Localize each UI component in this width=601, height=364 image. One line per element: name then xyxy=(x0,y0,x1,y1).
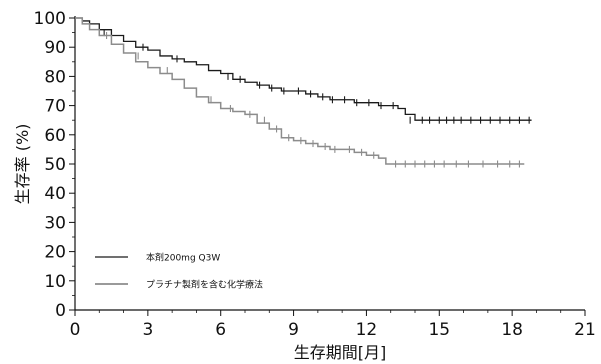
x-tick-label: 15 xyxy=(428,320,450,340)
x-tick-label: 0 xyxy=(70,320,81,340)
y-tick-label: 10 xyxy=(44,272,66,292)
y-tick-label: 40 xyxy=(44,184,66,204)
y-tick-label: 70 xyxy=(44,97,66,117)
series-line-1 xyxy=(75,17,532,121)
x-tick-label: 6 xyxy=(215,320,226,340)
y-tick-label: 60 xyxy=(44,126,66,146)
y-tick-label: 80 xyxy=(44,67,66,87)
x-tick-label: 3 xyxy=(142,320,153,340)
axes-layer: 0 10 20 30 40 50 60 70 80 90 100 0 3 6 9 12 15 18 21 xyxy=(34,9,596,340)
y-tick-label: 30 xyxy=(44,213,66,233)
x-tick-label: 12 xyxy=(356,320,378,340)
x-tick-label: 18 xyxy=(501,320,523,340)
legend: 本剤200mg Q3W プラチナ製剤を含む化学療法 xyxy=(95,252,263,291)
x-tick-label: 21 xyxy=(574,320,596,340)
series-layer xyxy=(75,17,532,168)
y-tick-label: 50 xyxy=(44,155,66,175)
y-tick-label: 0 xyxy=(55,301,66,321)
x-axis-title: 生存期間[月] xyxy=(294,343,387,362)
legend-label-2: プラチナ製剤を含む化学療法 xyxy=(146,279,263,291)
y-tick-label: 100 xyxy=(34,9,66,29)
x-tick-label: 9 xyxy=(288,320,299,340)
series-line-2 xyxy=(75,17,525,165)
y-tick-label: 20 xyxy=(44,243,66,263)
y-axis-title: 生存率 (%) xyxy=(13,124,32,205)
y-tick-label: 90 xyxy=(44,38,66,58)
legend-label-1: 本剤200mg Q3W xyxy=(146,252,220,264)
